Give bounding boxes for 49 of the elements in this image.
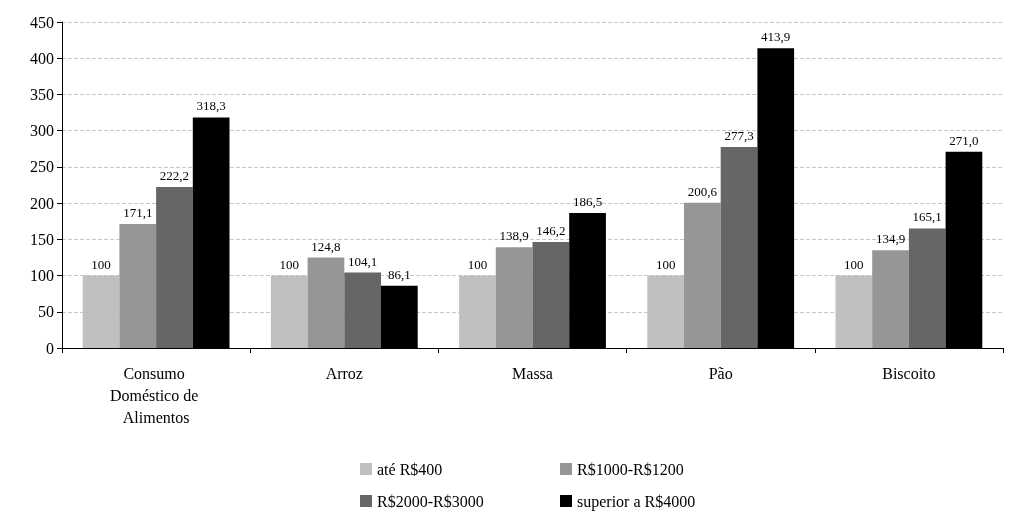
y-tick-label: 150	[30, 230, 54, 248]
bar	[720, 147, 758, 348]
data-label: 124,8	[311, 238, 341, 254]
bar	[344, 272, 381, 348]
y-tick-label: 0	[46, 339, 54, 357]
legend-label: R$1000-R$1200	[577, 460, 684, 478]
data-label: 413,9	[761, 29, 791, 45]
bar	[872, 250, 909, 348]
x-tick-label: Pão	[708, 364, 733, 382]
data-label: 100	[467, 256, 488, 272]
y-tick-label: 300	[30, 122, 54, 140]
data-label: 165,1	[912, 209, 942, 225]
legend-label: até R$400	[377, 460, 443, 478]
data-label: 171,1	[123, 205, 153, 221]
y-tick-label: 100	[30, 267, 54, 285]
data-label: 86,1	[387, 266, 411, 282]
x-tick-label: Biscoito	[882, 364, 936, 382]
data-label: 271,0	[949, 132, 979, 148]
bar	[684, 202, 721, 348]
bar	[495, 247, 533, 348]
bar	[908, 228, 946, 348]
y-tick-label: 400	[30, 49, 54, 67]
data-label: 100	[655, 256, 676, 272]
legend-label: superior a R$4000	[577, 492, 696, 511]
data-label: 277,3	[724, 128, 754, 144]
legend-label: R$2000-R$3000	[377, 492, 484, 510]
data-label: 100	[844, 256, 864, 272]
bar	[307, 257, 345, 348]
data-label: 104,1	[348, 253, 378, 269]
data-label: 222,2	[159, 168, 190, 184]
y-tick-label: 250	[30, 158, 54, 176]
y-tick-label: 350	[30, 85, 54, 103]
y-tick-label: 50	[38, 303, 54, 321]
data-label: 100	[279, 256, 299, 272]
bar	[532, 242, 570, 348]
data-label: 146,2	[536, 223, 566, 239]
y-tick-label: 200	[30, 194, 54, 212]
x-tick-label: Arroz	[325, 364, 363, 382]
data-label: 134,9	[875, 231, 906, 247]
data-label: 138,9	[499, 228, 529, 244]
data-label: 200,6	[687, 183, 718, 199]
data-label: 100	[91, 256, 111, 272]
data-label: 318,3	[196, 98, 226, 114]
bar	[119, 224, 157, 348]
data-label: 186,5	[572, 193, 603, 209]
y-tick-label: 450	[30, 13, 54, 31]
x-tick-label: Consumo Doméstico de Alimentos	[109, 364, 203, 426]
bar	[156, 187, 193, 348]
x-tick-label: Massa	[512, 364, 553, 382]
